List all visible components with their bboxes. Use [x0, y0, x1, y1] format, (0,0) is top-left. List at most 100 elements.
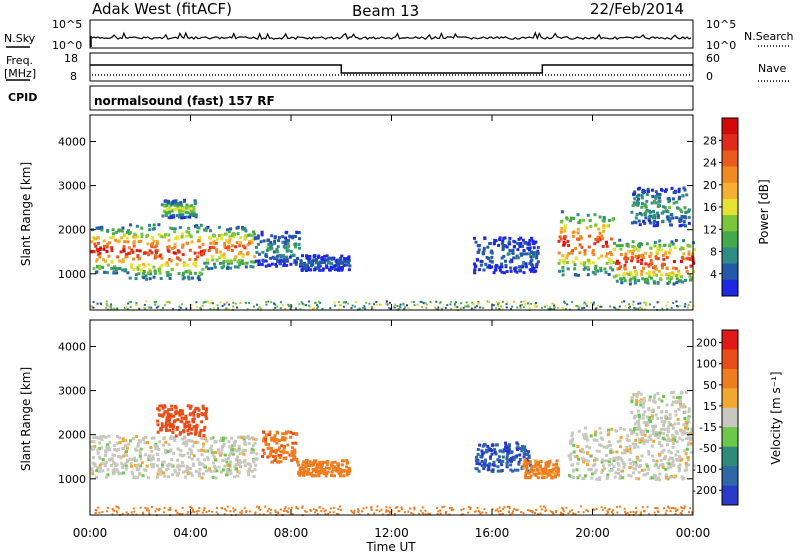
power-cell [531, 241, 535, 245]
velocity-cell [534, 461, 538, 465]
velocity-cell [604, 459, 608, 463]
power-cell [241, 227, 245, 231]
power-cell [261, 258, 265, 262]
velocity-cell [655, 459, 659, 463]
power-cell [127, 251, 131, 255]
velocity-cell [634, 393, 638, 397]
velocity-cell [128, 457, 132, 461]
velocity-cell [305, 461, 308, 465]
velocity-cell [113, 462, 117, 465]
velocity-cell [168, 423, 172, 427]
power-cell [607, 273, 611, 276]
power-cell [631, 204, 635, 208]
power-cell [154, 303, 157, 306]
velocity-cell [227, 440, 231, 444]
power-cell [498, 266, 502, 270]
velocity-cell [291, 432, 295, 436]
power-cell [650, 276, 653, 280]
velocity-cell [330, 473, 333, 477]
velocity-cell [515, 441, 519, 445]
power-cell [265, 301, 268, 303]
power-cell [544, 305, 546, 308]
velocity-cell [178, 453, 182, 457]
power-cell [656, 281, 660, 284]
velocity-cell [654, 413, 658, 417]
velocity-cell [497, 455, 501, 459]
velocity-cell [478, 462, 482, 466]
power-cell [232, 232, 236, 236]
power-cell [583, 306, 586, 309]
power-cell [322, 261, 326, 264]
velocity-cell [660, 420, 664, 424]
velocity-cell [226, 505, 229, 508]
velocity-cell [233, 475, 237, 479]
velocity-cell [318, 460, 322, 464]
power-cell [521, 252, 525, 256]
power-cell [689, 264, 693, 268]
power-cell [267, 300, 270, 303]
velocity-cell [248, 462, 252, 466]
velocity-cell [264, 441, 268, 445]
velocity-cell [154, 442, 158, 446]
power-cell [278, 253, 282, 257]
velocity-cell [228, 453, 232, 457]
power-cell [166, 270, 170, 274]
power-cell [236, 232, 240, 236]
velocity-cell [151, 454, 155, 458]
power-cell [91, 236, 95, 240]
colorbar-segment [722, 263, 738, 281]
velocity-cell [552, 512, 555, 515]
power-cell [668, 243, 672, 247]
power-cell [657, 269, 661, 273]
velocity-cell [557, 473, 560, 477]
velocity-cell [520, 467, 524, 471]
velocity-cell [592, 508, 595, 511]
velocity-cell [617, 463, 621, 467]
velocity-cell [674, 507, 677, 510]
velocity-cell [172, 424, 175, 428]
velocity-cell [534, 511, 536, 514]
freq-trace [90, 64, 693, 74]
power-cell [147, 253, 151, 257]
power-cell [205, 300, 208, 303]
power-cell [508, 236, 512, 240]
power-cell [612, 275, 616, 279]
velocity-cell [682, 403, 686, 407]
power-cell [425, 306, 428, 309]
power-cell [633, 276, 637, 280]
power-cell [208, 246, 212, 250]
velocity-cell [483, 442, 486, 446]
velocity-cell [638, 465, 642, 469]
velocity-cell [606, 473, 610, 477]
velocity-cell [336, 462, 340, 466]
velocity-cell [117, 472, 121, 476]
power-cell [105, 271, 109, 275]
velocity-cell [643, 433, 647, 437]
velocity-cell [544, 467, 548, 471]
velocity-cell [175, 410, 178, 414]
power-cell [218, 261, 222, 265]
power-cell [559, 237, 563, 241]
velocity-cell [108, 441, 112, 445]
velocity-cell [139, 457, 143, 461]
velocity-cell [343, 469, 347, 473]
power-cell [98, 251, 102, 255]
power-cell [519, 236, 523, 240]
velocity-cell [246, 462, 250, 466]
power-cell [522, 249, 526, 252]
velocity-cell [445, 511, 447, 513]
velocity-cell [611, 509, 614, 512]
velocity-cell [673, 438, 677, 442]
velocity-cell [124, 462, 128, 466]
power-cell [243, 246, 247, 250]
velocity-cell [279, 460, 283, 464]
power-cell [185, 215, 189, 219]
power-cell [623, 279, 627, 283]
velocity-cell [160, 404, 163, 408]
velocity-cell [642, 473, 646, 477]
velocity-cell [630, 411, 634, 414]
velocity-cell [281, 436, 285, 440]
velocity-cell [345, 461, 349, 465]
power-cell [105, 302, 108, 305]
power-cell [158, 271, 162, 275]
